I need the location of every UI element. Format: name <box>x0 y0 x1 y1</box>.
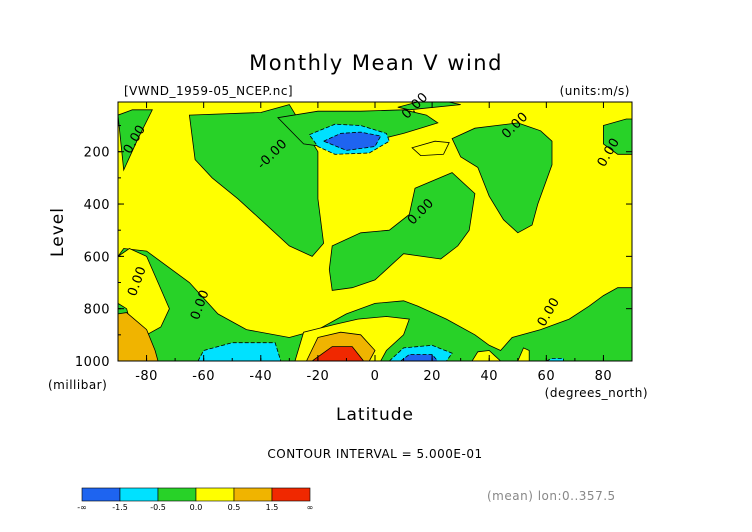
contour-region-14 <box>311 346 365 361</box>
averaging-note: (mean) lon:0..357.5 <box>487 489 616 503</box>
contour-region-6 <box>603 118 632 155</box>
colorbar-swatch <box>157 487 197 502</box>
contour-region-16 <box>322 131 382 151</box>
x-tick-label: 60 <box>538 369 556 384</box>
x-tick-label: 40 <box>480 369 498 384</box>
contour-region-5 <box>451 122 553 234</box>
y-tick-labels: 200 400 600 800 1000 <box>75 146 110 370</box>
colorbar-label: 1.5 <box>266 503 279 512</box>
contour-region-21 <box>411 140 450 157</box>
contour-region-20 <box>546 357 564 361</box>
x-tick-label: -60 <box>192 369 215 384</box>
contour-region-4 <box>328 172 476 291</box>
plot-frame <box>117 101 633 362</box>
colorbar-swatch <box>271 487 311 502</box>
chart-title: Monthly Mean V wind <box>249 51 503 75</box>
colorbar-swatch <box>233 487 273 502</box>
x-tick-label: 0 <box>371 369 380 384</box>
colorbar: -∞ -1.5 -0.5 0.0 0.5 1.5 ∞ <box>77 487 314 512</box>
contour-region-0 <box>118 109 153 172</box>
contour-region-1 <box>188 104 325 257</box>
contour-region-12 <box>118 312 159 361</box>
colorbar-label: -1.5 <box>112 503 128 512</box>
y-tick-label: 400 <box>84 198 110 213</box>
x-tick-label: -20 <box>307 369 330 384</box>
x-axis-label: Latitude <box>336 405 414 425</box>
colorbar-swatch <box>119 487 159 502</box>
contour-region-18 <box>388 344 453 361</box>
contour-region-10 <box>471 350 502 361</box>
contour-region-19 <box>400 354 439 361</box>
contour-region-7 <box>118 248 632 361</box>
x-tick-label: -40 <box>249 369 272 384</box>
contour-region-3 <box>397 102 461 111</box>
contour-region-11 <box>517 347 530 361</box>
colorbar-swatch <box>81 487 121 502</box>
y-tick-label: 1000 <box>75 355 110 370</box>
plot-area: 0.00 -0.000.000.000.000.000.000.00 0.00 <box>117 90 633 362</box>
contour-fills <box>118 102 632 361</box>
colorbar-label: ∞ <box>307 503 314 512</box>
colorbar-label: -0.5 <box>150 503 166 512</box>
contour-interval: CONTOUR INTERVAL = 5.000E-01 <box>267 447 482 461</box>
file-label: [VWND_1959-05_NCEP.nc] <box>124 84 293 98</box>
x-unit-label: (degrees_north) <box>545 386 648 400</box>
y-axis-label: Level <box>48 207 68 257</box>
colorbar-label: 0.5 <box>228 503 241 512</box>
x-tick-label: 80 <box>595 369 613 384</box>
contour-region-17 <box>197 342 282 361</box>
x-tick-labels: -80 -60 -40 -20 0 20 40 60 80 <box>135 369 612 384</box>
y-tick-label: 800 <box>84 303 110 318</box>
y-tick-label: 600 <box>84 250 110 265</box>
colorbar-swatch <box>195 487 235 502</box>
y-tick-label: 200 <box>84 146 110 161</box>
units-label: (units:m/s) <box>560 84 630 98</box>
x-tick-label: -80 <box>135 369 158 384</box>
colorbar-label: -∞ <box>77 503 87 512</box>
y-unit-label: (millibar) <box>48 378 107 392</box>
colorbar-label: 0.0 <box>190 503 203 512</box>
x-tick-label: 20 <box>423 369 441 384</box>
